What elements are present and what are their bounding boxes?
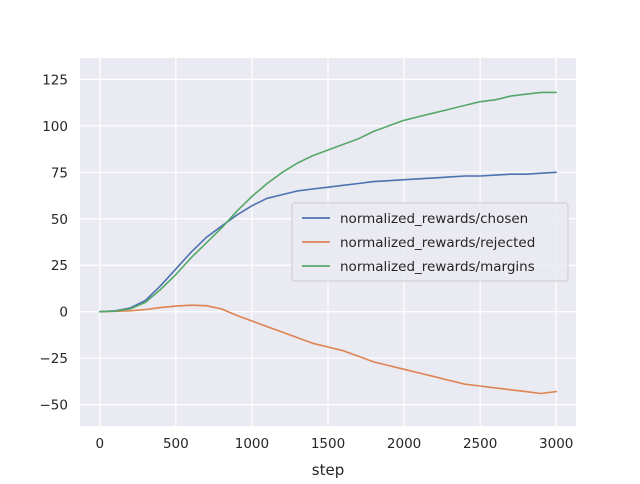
series-line-3 xyxy=(99,91,558,313)
series-group xyxy=(99,91,558,395)
y-tick-label: 125 xyxy=(42,72,68,88)
x-tick-label: 2500 xyxy=(463,436,497,452)
x-tick-label: 1500 xyxy=(311,436,345,452)
y-tick-label: 25 xyxy=(51,258,68,274)
y-tick-label: 50 xyxy=(51,212,68,228)
legend: normalized_rewards/chosen normalized_rewa… xyxy=(291,202,569,282)
x-tick-label: 0 xyxy=(95,436,104,452)
legend-box xyxy=(291,202,569,282)
x-tick-label: 3000 xyxy=(539,436,573,452)
y-tick-label: 100 xyxy=(42,119,68,135)
ticks: 0 500 1000 1500 2000 2500 3000 −50 −25 0 25 50 75 100… xyxy=(40,72,574,452)
x-tick-label: 500 xyxy=(163,436,189,452)
y-tick-label: 0 xyxy=(59,305,68,321)
y-tick-label: 75 xyxy=(51,165,68,181)
series-line-2 xyxy=(99,304,558,395)
y-tick-label: −50 xyxy=(40,398,69,414)
series-line-1 xyxy=(99,171,558,313)
legend-label: normalized_rewards/margins xyxy=(340,259,535,275)
legend-label: normalized_rewards/chosen xyxy=(340,211,528,227)
x-tick-label: 2000 xyxy=(387,436,421,452)
x-tick-label: 1000 xyxy=(235,436,269,452)
legend-label: normalized_rewards/rejected xyxy=(340,235,535,251)
x-axis-label: step xyxy=(312,461,344,479)
y-tick-label: −25 xyxy=(40,351,69,367)
